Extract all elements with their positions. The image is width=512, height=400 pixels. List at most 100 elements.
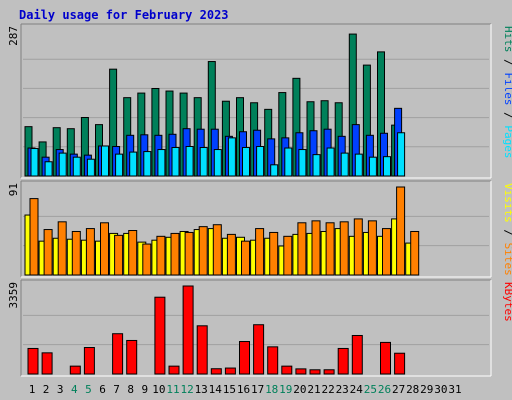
legend-sites: Sites [502,243,512,276]
x-tick-label: 12 [180,383,193,396]
bar-kbytes-day-4 [69,365,81,375]
bar-pages-day-11 [171,147,180,177]
bar-kbytes-day-23 [337,347,349,375]
bar-pages-day-24 [354,153,363,177]
bar-pages-day-1 [30,148,39,177]
panel-visits-sites: 91 Visits / Sites [7,180,512,278]
bar-kbytes-day-17 [253,324,265,375]
bar-pages-day-3 [58,152,67,177]
bar-sites-day-22 [325,222,335,276]
x-tick-label: 27 [392,383,405,396]
bar-kbytes-day-8 [126,339,138,375]
legend-kbytes: KBytes [502,282,512,322]
bar-kbytes-day-19 [281,365,293,375]
x-tick-label: 15 [223,383,236,396]
x-tick-label: 13 [195,383,208,396]
max-value-label: 91 [7,183,20,196]
x-tick-label: 7 [113,383,120,396]
bar-sites-day-7 [114,234,124,276]
bar-sites-day-16 [241,240,250,276]
x-tick-label: 1 [29,383,36,396]
bar-sites-day-19 [283,235,293,276]
x-tick-label: 14 [209,383,223,396]
bar-kbytes-day-2 [41,352,53,375]
x-tick-label: 9 [141,383,148,396]
bar-sites-day-9 [142,243,152,276]
bar-pages-day-7 [115,153,124,177]
legend-files: Files [502,72,512,105]
bar-sites-day-27 [396,186,406,276]
bar-sites-day-21 [311,220,321,276]
bar-kbytes-day-5 [83,347,95,375]
bar-pages-day-13 [199,147,208,177]
x-tick-label: 30 [434,383,447,396]
bar-pages-day-19 [284,147,293,177]
bar-sites-day-17 [255,228,265,276]
bar-pages-day-18 [270,164,279,177]
bar-pages-day-21 [312,154,321,177]
bar-pages-day-10 [157,149,166,177]
bar-pages-day-26 [383,156,391,177]
bar-sites-day-20 [297,222,307,276]
bar-sites-day-25 [367,220,377,276]
bar-pages-day-23 [340,152,349,177]
bar-sites-day-28 [410,230,420,276]
bar-kbytes-day-24 [351,334,363,375]
bar-pages-day-12 [185,145,194,177]
x-tick-label: 19 [279,383,292,396]
x-tick-label: 5 [85,383,92,396]
bar-sites-day-14 [212,224,222,276]
chart-panels: 287 Hits / Files / Pages 91 Visits / Sites 3… [7,23,512,377]
bar-sites-day-12 [184,231,194,276]
x-tick-label: 28 [406,383,419,396]
chart-title: Daily usage for February 2023 [19,8,229,22]
bar-kbytes-day-27 [394,352,406,375]
max-value-label: 3359 [7,282,20,309]
bar-pages-day-6 [101,145,109,177]
legend-sep1: / [502,106,512,126]
max-value-label: 287 [7,26,20,46]
bar-pages-day-22 [326,147,335,177]
x-tick-label: 22 [321,383,334,396]
bar-kbytes-day-7 [112,333,124,375]
bar-sites-day-24 [353,218,363,276]
x-tick-label: 6 [99,383,106,396]
x-tick-label: 10 [152,383,165,396]
bar-kbytes-day-10 [154,296,166,375]
bar-sites-day-3 [57,221,67,276]
bar-sites-day-18 [269,231,279,276]
x-tick-label: 20 [293,383,306,396]
x-tick-label: 31 [448,383,461,396]
bar-kbytes-day-21 [309,369,321,375]
bar-pages-day-8 [129,151,138,177]
x-tick-label: 17 [251,383,264,396]
bar-pages-day-5 [86,158,95,177]
bar-sites-day-26 [382,228,391,276]
legend-hits: Hits [502,26,512,53]
bar-sites-day-8 [128,230,138,276]
legend-hits-files-pages: Hits / Files / Pages [502,26,512,159]
x-tick-label: 8 [127,383,134,396]
bar-sites-day-4 [71,230,81,276]
bar-sites-day-10 [156,235,166,276]
panel-kbytes: 3359 KBytes [7,279,512,377]
legend-visits: Visits [502,183,512,223]
bar-pages-day-17 [256,145,265,177]
x-tick-label: 21 [307,383,320,396]
bar-sites-day-1 [29,198,39,276]
bar-pages-day-25 [368,156,377,177]
legend-sep: / [502,223,512,243]
x-tick-label: 4 [71,383,78,396]
bar-pages-day-27 [397,132,406,177]
bar-sites-day-5 [85,228,95,276]
bar-kbytes-day-26 [380,341,391,375]
x-tick-label: 18 [265,383,278,396]
x-tick-label: 23 [336,383,349,396]
bar-pages-day-16 [242,147,250,177]
bar-kbytes-day-11 [168,365,180,375]
x-tick-label: 16 [237,383,250,396]
bar-sites-day-15 [226,233,236,276]
bar-sites-day-2 [43,229,53,276]
bar-sites-day-13 [198,226,208,276]
bar-kbytes-day-14 [210,368,222,375]
